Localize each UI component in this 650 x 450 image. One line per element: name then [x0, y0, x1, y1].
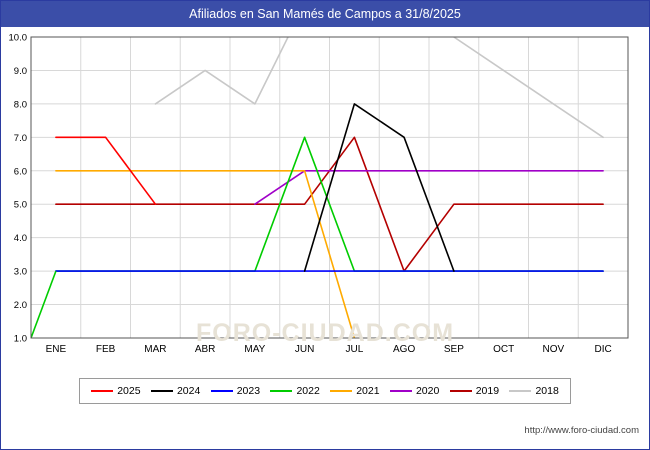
svg-text:10.0: 10.0	[9, 33, 28, 44]
svg-text:DIC: DIC	[595, 344, 612, 355]
plot-area: 1.0 2.0 3.0 4.0 5.0 6.0 7.0 8.0 9.0 10.0 ENE FEB MAR…	[1, 27, 649, 357]
legend-item-2023[interactable]: 2023	[210, 385, 261, 397]
legend-label: 2025	[117, 385, 141, 397]
svg-text:1.0: 1.0	[14, 334, 27, 345]
legend-item-2021[interactable]: 2021	[330, 385, 380, 397]
page-title: Afiliados en San Mamés de Campos a 31/8/…	[189, 7, 461, 21]
source-url: http://www.foro-ciudad.com	[524, 425, 639, 436]
svg-text:3.0: 3.0	[14, 267, 27, 278]
legend-color-swatch	[210, 390, 233, 392]
legend-item-2018[interactable]: 2018	[509, 385, 559, 397]
legend-item-2024[interactable]: 2024	[150, 385, 201, 397]
svg-text:9.0: 9.0	[14, 66, 27, 77]
legend-color-swatch	[91, 390, 114, 392]
chart-svg: 1.0 2.0 3.0 4.0 5.0 6.0 7.0 8.0 9.0 10.0 ENE FEB MAR…	[9, 33, 629, 356]
legend-label: 2021	[356, 385, 380, 397]
legend-color-swatch	[330, 390, 353, 392]
svg-text:2.0: 2.0	[14, 300, 27, 311]
svg-text:5.0: 5.0	[14, 200, 27, 211]
svg-text:7.0: 7.0	[14, 133, 27, 144]
legend-color-swatch	[449, 390, 472, 392]
axis-layer	[30, 36, 629, 339]
legend-color-swatch	[509, 390, 532, 392]
legend-item-2019[interactable]: 2019	[449, 385, 500, 397]
svg-text:MAY: MAY	[244, 344, 265, 355]
data-series-layer	[31, 37, 604, 338]
legend-label: 2019	[475, 385, 500, 397]
svg-text:OCT: OCT	[493, 344, 514, 355]
svg-text:4.0: 4.0	[14, 233, 27, 244]
svg-text:NOV: NOV	[543, 344, 565, 355]
chart-legend: 2025 2024 2023 2022 2021 2020 2019 2018	[79, 378, 571, 404]
svg-text:6.0: 6.0	[14, 166, 27, 177]
svg-text:SEP: SEP	[444, 344, 464, 355]
svg-text:8.0: 8.0	[14, 99, 27, 110]
window-title-bar: Afiliados en San Mamés de Campos a 31/8/…	[1, 1, 649, 27]
legend-label: 2022	[296, 385, 320, 397]
svg-text:ABR: ABR	[195, 344, 216, 355]
legend-item-2022[interactable]: 2022	[270, 385, 320, 397]
legend-color-swatch	[270, 390, 293, 392]
legend-color-swatch	[389, 390, 412, 392]
svg-text:ENE: ENE	[46, 344, 67, 355]
svg-text:JUL: JUL	[345, 344, 363, 355]
legend-label: 2020	[415, 385, 440, 397]
svg-text:FEB: FEB	[96, 344, 116, 355]
legend-item-2020[interactable]: 2020	[389, 385, 440, 397]
svg-text:MAR: MAR	[144, 344, 166, 355]
svg-text:AGO: AGO	[393, 344, 415, 355]
svg-text:JUN: JUN	[295, 344, 314, 355]
legend-color-swatch	[150, 390, 173, 392]
legend-label: 2024	[176, 385, 201, 397]
legend-label: 2018	[535, 385, 559, 397]
legend-item-2025[interactable]: 2025	[91, 385, 141, 397]
tick-labels: 1.0 2.0 3.0 4.0 5.0 6.0 7.0 8.0 9.0 10.0 ENE FEB MAR…	[9, 33, 612, 356]
legend-label: 2023	[236, 385, 261, 397]
